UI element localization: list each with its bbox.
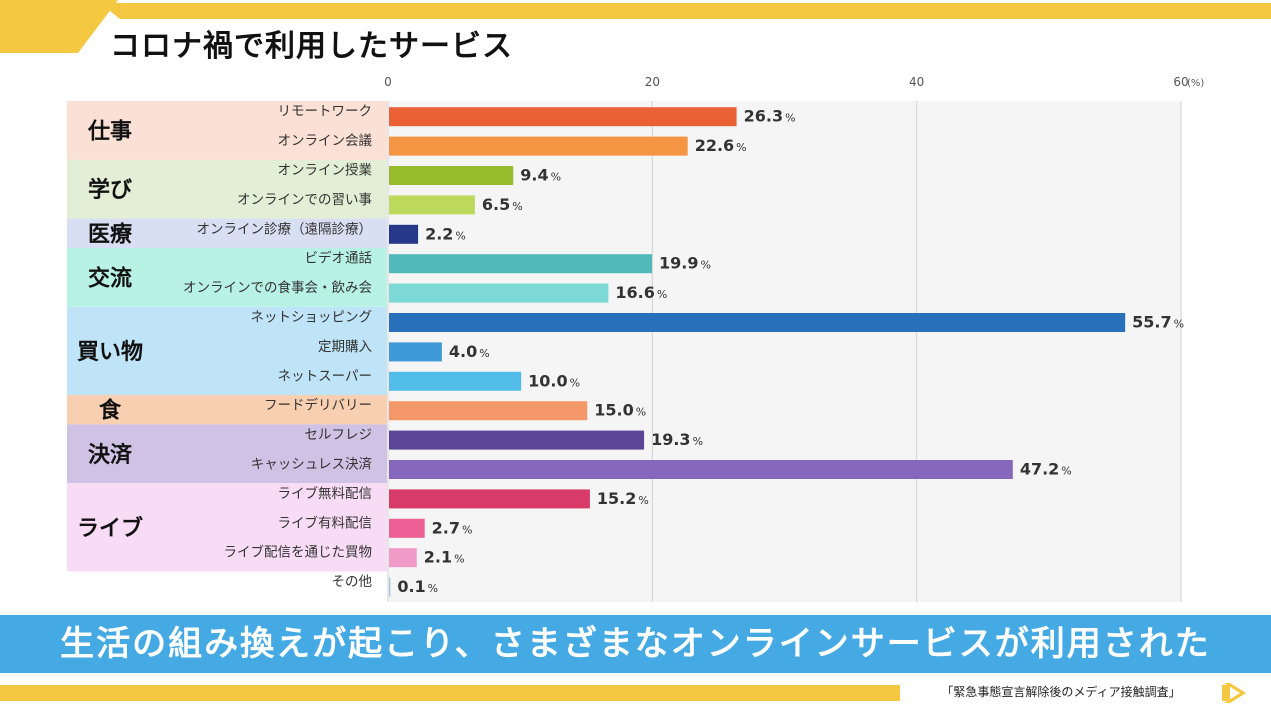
category-group-label: 交流	[88, 265, 132, 291]
top-decoration	[0, 0, 1271, 53]
category-group-panel	[67, 101, 387, 160]
value-unit: %	[570, 376, 580, 389]
value-label: 0.1%	[397, 577, 438, 596]
item-label: セルフレジ	[305, 427, 373, 443]
value-label: 47.2%	[1020, 460, 1072, 479]
value-label: 16.6%	[615, 283, 667, 302]
value-unit: %	[462, 523, 472, 536]
value-label: 9.4%	[520, 166, 561, 185]
bar	[389, 489, 590, 509]
bar	[389, 136, 688, 156]
value-label: 26.3%	[744, 107, 796, 126]
value-label: 6.5%	[482, 195, 523, 214]
bar	[389, 577, 391, 597]
value-label: 19.3%	[651, 430, 703, 449]
bar	[389, 518, 425, 538]
category-group-label: ライブ	[77, 515, 143, 541]
top-left-yellow-shape	[0, 0, 118, 53]
x-tick-label: 40	[909, 75, 924, 89]
item-label: ネットスーパー	[278, 368, 372, 384]
category-group-label: 決済	[88, 442, 133, 468]
bar	[389, 313, 1126, 332]
bar	[389, 371, 522, 391]
value-unit: %	[1174, 318, 1184, 331]
value-label: 19.9%	[659, 254, 711, 273]
category-group-panel	[67, 395, 387, 425]
value-label: 2.1%	[424, 548, 465, 567]
value-unit: %	[454, 553, 464, 566]
bar	[389, 548, 417, 568]
category-group-label: 仕事	[87, 118, 132, 144]
value-unit: %	[1061, 465, 1071, 478]
value-unit: %	[693, 435, 703, 448]
value-label: 4.0%	[449, 342, 490, 361]
summary-banner: 生活の組み換えが起こり、さまざまなオンラインサービスが利用された	[0, 615, 1271, 673]
value-label: 15.2%	[597, 489, 649, 508]
category-group-panel	[67, 248, 387, 307]
category-group-label: 学び	[88, 177, 132, 203]
x-tick-label: 0	[384, 75, 392, 89]
value-label: 2.2%	[425, 224, 466, 243]
plot-area	[388, 101, 1181, 602]
bar	[389, 195, 475, 215]
item-label: ライブ配信を通じた買物	[224, 544, 373, 561]
page-title: コロナ禍で利用したサービス	[110, 29, 513, 64]
item-label: ライブ有料配信	[278, 514, 373, 531]
item-label: オンラインでの習い事	[237, 192, 372, 208]
category-group-label: 食	[99, 398, 122, 424]
item-label: ネットショッピング	[251, 310, 373, 326]
top-yellow-stripe	[108, 3, 1271, 19]
value-label: 55.7%	[1132, 313, 1184, 332]
bar	[389, 401, 588, 421]
item-label: オンライン授業	[278, 163, 373, 179]
value-unit: %	[736, 141, 746, 154]
category-group-label: 買い物	[77, 339, 143, 365]
item-label: リモートワーク	[278, 104, 373, 120]
item-label: ライブ無料配信	[278, 485, 373, 502]
value-label: 15.0%	[594, 401, 646, 420]
bar	[389, 254, 653, 274]
category-group-label: 医療	[88, 221, 132, 247]
item-label: キャッシュレス決済	[251, 457, 373, 473]
item-label: 定期購入	[318, 339, 372, 355]
category-group-panel	[67, 218, 387, 248]
category-group-panel	[67, 424, 387, 484]
value-unit: %	[700, 259, 710, 272]
x-axis-unit: (%)	[1187, 78, 1204, 89]
item-label: ビデオ通話	[305, 250, 373, 267]
value-unit: %	[638, 494, 648, 507]
bar	[389, 224, 419, 244]
value-unit: %	[512, 200, 522, 213]
value-unit: %	[551, 171, 561, 184]
bar	[389, 460, 1013, 479]
bar	[389, 107, 737, 127]
bottom-chevron	[1224, 683, 1246, 703]
value-unit: %	[785, 112, 795, 125]
item-label: その他	[332, 574, 373, 590]
category-group-panel	[67, 306, 387, 395]
value-unit: %	[657, 288, 667, 301]
bar	[389, 283, 609, 303]
value-unit: %	[479, 347, 489, 360]
item-label: フードデリバリー	[264, 397, 372, 414]
item-label: オンライン診療（遠隔診療）	[197, 220, 373, 237]
x-tick-label: 60	[1173, 75, 1188, 89]
value-label: 10.0%	[528, 371, 580, 390]
bar	[389, 430, 645, 450]
category-group-panel	[67, 483, 387, 572]
x-tick-label: 20	[645, 75, 660, 89]
value-unit: %	[636, 406, 646, 419]
value-unit: %	[428, 582, 438, 595]
bar	[389, 166, 514, 185]
value-label: 22.6%	[695, 136, 747, 155]
value-unit: %	[455, 229, 465, 242]
item-label: オンライン会議	[278, 132, 373, 149]
bar	[389, 342, 442, 362]
category-group-panel	[67, 159, 387, 219]
source-note: 「緊急事態宣言解除後のメディア接触調査」	[900, 683, 1222, 701]
item-label: オンラインでの食事会・飲み会	[183, 279, 372, 296]
value-label: 2.7%	[432, 518, 473, 537]
